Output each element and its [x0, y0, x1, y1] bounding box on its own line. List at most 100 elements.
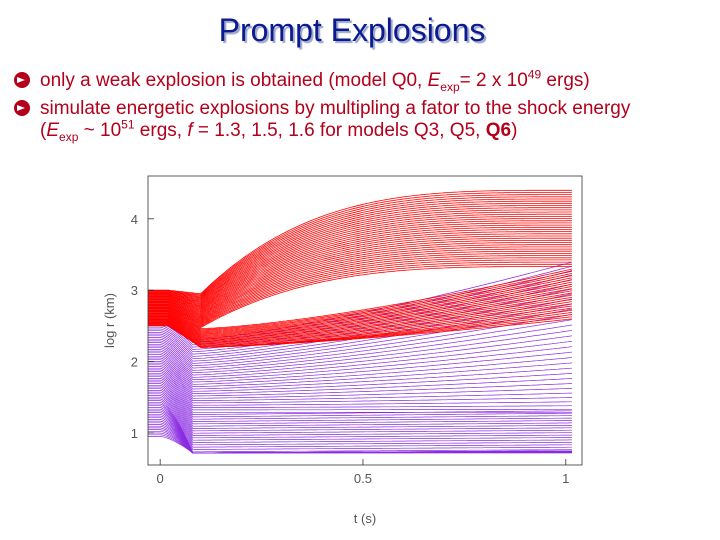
y-tick-label: 1: [131, 426, 138, 441]
purple-trajectory: [148, 303, 572, 362]
purple-trajectory: [148, 350, 572, 385]
x-axis-label: t (s): [354, 511, 376, 526]
purple-trajectory: [148, 364, 572, 404]
red-trajectory: [148, 202, 572, 300]
red-trajectory: [148, 196, 572, 298]
bullet-2-text-a: ~ 10: [78, 120, 122, 141]
purple-trajectory: [148, 372, 572, 415]
red-trajectory: [148, 270, 572, 330]
red-trajectory: [148, 200, 572, 300]
red-trajectory: [148, 233, 572, 314]
bullet-1-exp: 49: [527, 67, 542, 82]
purple-trajectory: [148, 379, 572, 425]
red-trajectory: [148, 305, 572, 346]
y-axis-label: log r (km): [102, 293, 117, 348]
bullet-2-exp: 51: [121, 117, 135, 132]
red-trajectory: [148, 286, 572, 337]
red-trajectory: [148, 292, 572, 340]
red-trajectory: [148, 257, 572, 325]
red-trajectory: [148, 301, 572, 344]
purple-trajectory: [148, 349, 572, 383]
red-trajectory: [148, 237, 572, 316]
red-trajectory: [148, 266, 572, 329]
red-trajectory: [148, 279, 572, 334]
purple-trajectory: [148, 346, 572, 381]
purple-trajectory: [148, 371, 572, 413]
red-trajectory: [148, 294, 572, 341]
bullet-list: only a weak explosion is obtained (model…: [12, 67, 702, 148]
red-trajectory: [148, 290, 572, 339]
purple-trajectory: [148, 376, 572, 420]
purple-trajectory: [148, 395, 572, 446]
red-trajectory: [148, 242, 572, 318]
purple-trajectory: [148, 383, 572, 429]
purple-trajectory: [148, 335, 572, 376]
red-trajectory: [148, 231, 572, 313]
purple-trajectory: [148, 324, 572, 371]
red-trajectory: [148, 229, 572, 312]
red-trajectory: [148, 261, 572, 327]
red-trajectory: [148, 283, 572, 336]
purple-trajectory: [148, 391, 572, 441]
purple-trajectory: [148, 396, 572, 448]
purple-trajectory: [148, 384, 572, 432]
red-trajectory: [148, 259, 572, 326]
purple-trajectory: [148, 425, 572, 454]
red-trajectory: [148, 226, 572, 311]
purple-trajectory: [148, 367, 572, 408]
chart-svg: 0 0.5 1 1 2 3 4 t (s) log r (km): [102, 175, 583, 526]
bullet-2-f-var: f: [187, 120, 193, 141]
bullet-2-close: ): [511, 120, 518, 141]
red-trajectory: [148, 268, 572, 330]
red-trajectory: [148, 211, 572, 304]
red-trajectory: [148, 244, 572, 319]
bullet-2-e-var: E: [46, 120, 60, 141]
red-trajectory: [148, 248, 572, 321]
red-trajectory: [148, 239, 572, 317]
arrow-bullet-icon: [14, 72, 30, 88]
red-trajectory: [148, 235, 572, 315]
red-trajectory: [148, 216, 572, 306]
red-trajectory: [148, 218, 572, 307]
red-trajectory: [148, 255, 572, 324]
purple-trajectory: [148, 283, 572, 353]
bullet-2-e-sub: exp: [59, 129, 79, 144]
bullet-2-open: (: [40, 120, 47, 141]
trajectory-chart: 0 0.5 1 1 2 3 4 t (s) log r (km): [96, 170, 596, 535]
red-trajectory: [148, 299, 572, 343]
bullet-1-text-c: ergs): [541, 70, 590, 91]
x-tick-label: 0.5: [354, 471, 372, 486]
bullet-2-line-1: simulate energetic explosions by multipl…: [40, 98, 631, 119]
red-trajectory: [148, 281, 572, 335]
red-trajectory: [148, 277, 572, 333]
purple-trajectory: [148, 388, 572, 436]
purple-trajectory: [148, 319, 572, 369]
purple-trajectory: [148, 400, 572, 453]
red-trajectory: [148, 189, 572, 295]
arrow-bullet-icon: [14, 100, 30, 116]
red-trajectory: [148, 250, 572, 322]
red-trajectory: [148, 220, 572, 308]
purple-trajectory: [148, 352, 572, 388]
red-trajectory: [148, 275, 572, 332]
bullet-1-text-b: = 2 x 10: [459, 70, 528, 91]
bullet-simulate-explosions: simulate energetic explosions by multipl…: [12, 98, 702, 144]
red-trajectory: [148, 207, 572, 302]
y-tick-label: 4: [131, 212, 138, 227]
red-trajectory: [148, 307, 572, 347]
purple-trajectory: [148, 378, 572, 422]
red-trajectory: [148, 263, 572, 328]
x-tick-label: 1: [562, 471, 569, 486]
bullet-2-text-c: = 1.3, 1.5, 1.6 for models Q3, Q5,: [192, 120, 486, 141]
purple-trajectory: [148, 374, 572, 418]
purple-trajectory: [148, 340, 572, 378]
red-trajectory: [148, 224, 572, 310]
bullet-weak-explosion: only a weak explosion is obtained (model…: [12, 67, 702, 93]
red-trajectory: [148, 273, 572, 331]
plot-frame: [147, 175, 583, 466]
red-trajectory: [148, 222, 572, 309]
purple-trajectory: [148, 359, 572, 397]
x-tick-label: 0: [157, 471, 164, 486]
purple-trajectory: [148, 381, 572, 427]
red-trajectory: [148, 246, 572, 320]
